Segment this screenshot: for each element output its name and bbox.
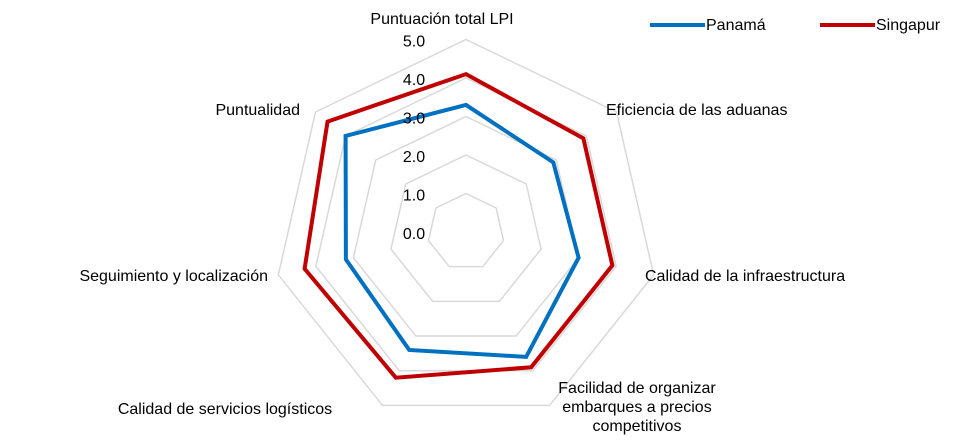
grid-ring [277,38,655,407]
series-line [302,71,615,380]
category-label: Eficiencia de las aduanas [606,102,788,119]
tick-label: 3.0 [403,111,425,128]
tick-label: 0.0 [403,226,425,243]
category-label: Calidad de la infraestructura [645,268,846,285]
category-label: Seguimiento y localización [79,268,268,285]
tick-label: 4.0 [403,72,425,89]
grid-ring [390,154,542,303]
grid-ring [352,115,580,337]
category-label: Facilidad de organizar embarques a preci… [558,380,716,435]
category-label: Calidad de servicios logísticos [117,401,333,418]
series-line [343,102,581,359]
tick-label: 5.0 [403,34,425,51]
category-label: Puntuación total LPI [370,11,514,28]
grid-ring [427,192,505,268]
tick-label: 2.0 [403,149,425,166]
legend-label: Panamá [706,17,766,34]
legend-label: Singapur [876,17,941,34]
tick-label: 1.0 [403,188,425,205]
category-label: Puntualidad [215,102,300,119]
